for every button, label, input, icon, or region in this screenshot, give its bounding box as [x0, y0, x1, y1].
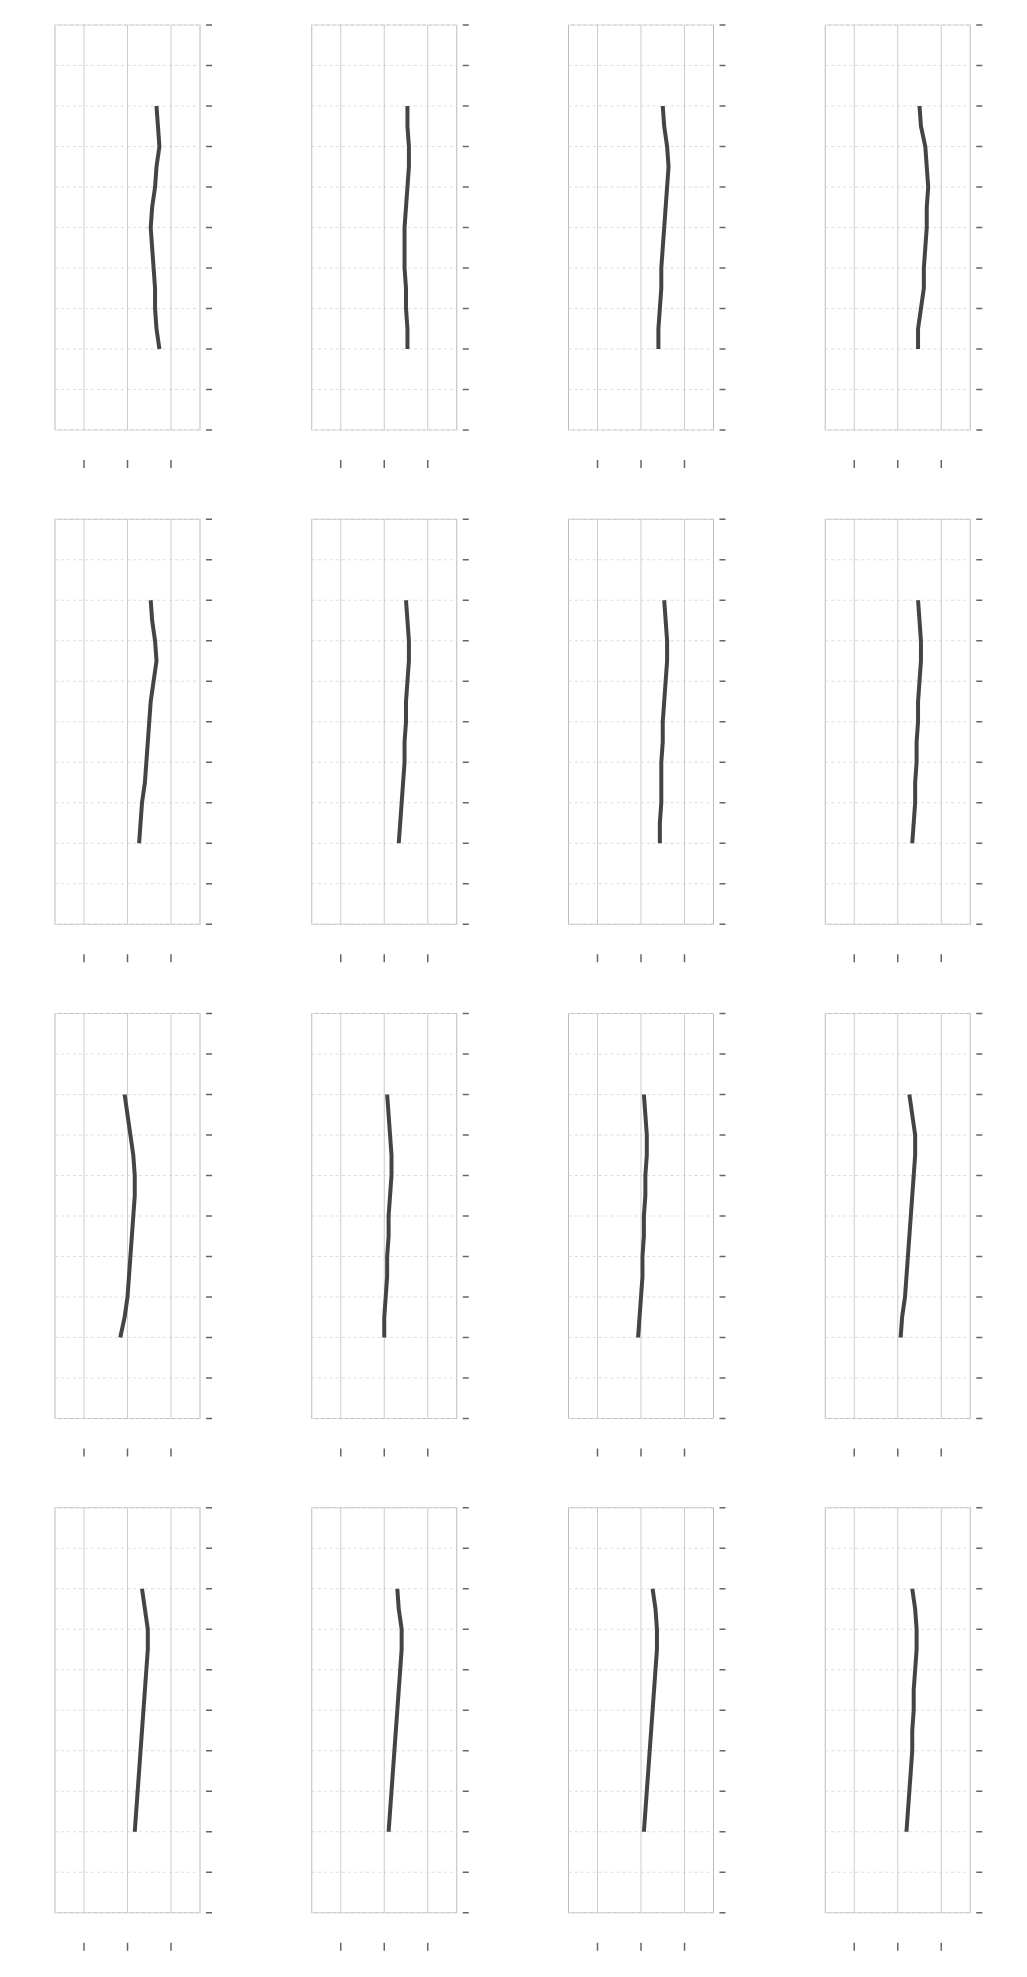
data-line — [402, 106, 411, 349]
data-line — [657, 600, 670, 844]
data-line — [118, 1094, 137, 1338]
data-line — [898, 1094, 918, 1338]
data-line — [132, 1588, 150, 1832]
data-line — [148, 105, 162, 350]
data-line — [656, 105, 671, 349]
data-line — [641, 1588, 659, 1832]
data-line — [137, 600, 159, 844]
data-line — [916, 105, 931, 349]
data-line — [382, 1094, 394, 1338]
data-line — [386, 1588, 404, 1832]
data-line — [636, 1094, 649, 1338]
data-line — [396, 600, 411, 844]
data-line — [904, 1588, 919, 1832]
data-line — [910, 600, 923, 844]
